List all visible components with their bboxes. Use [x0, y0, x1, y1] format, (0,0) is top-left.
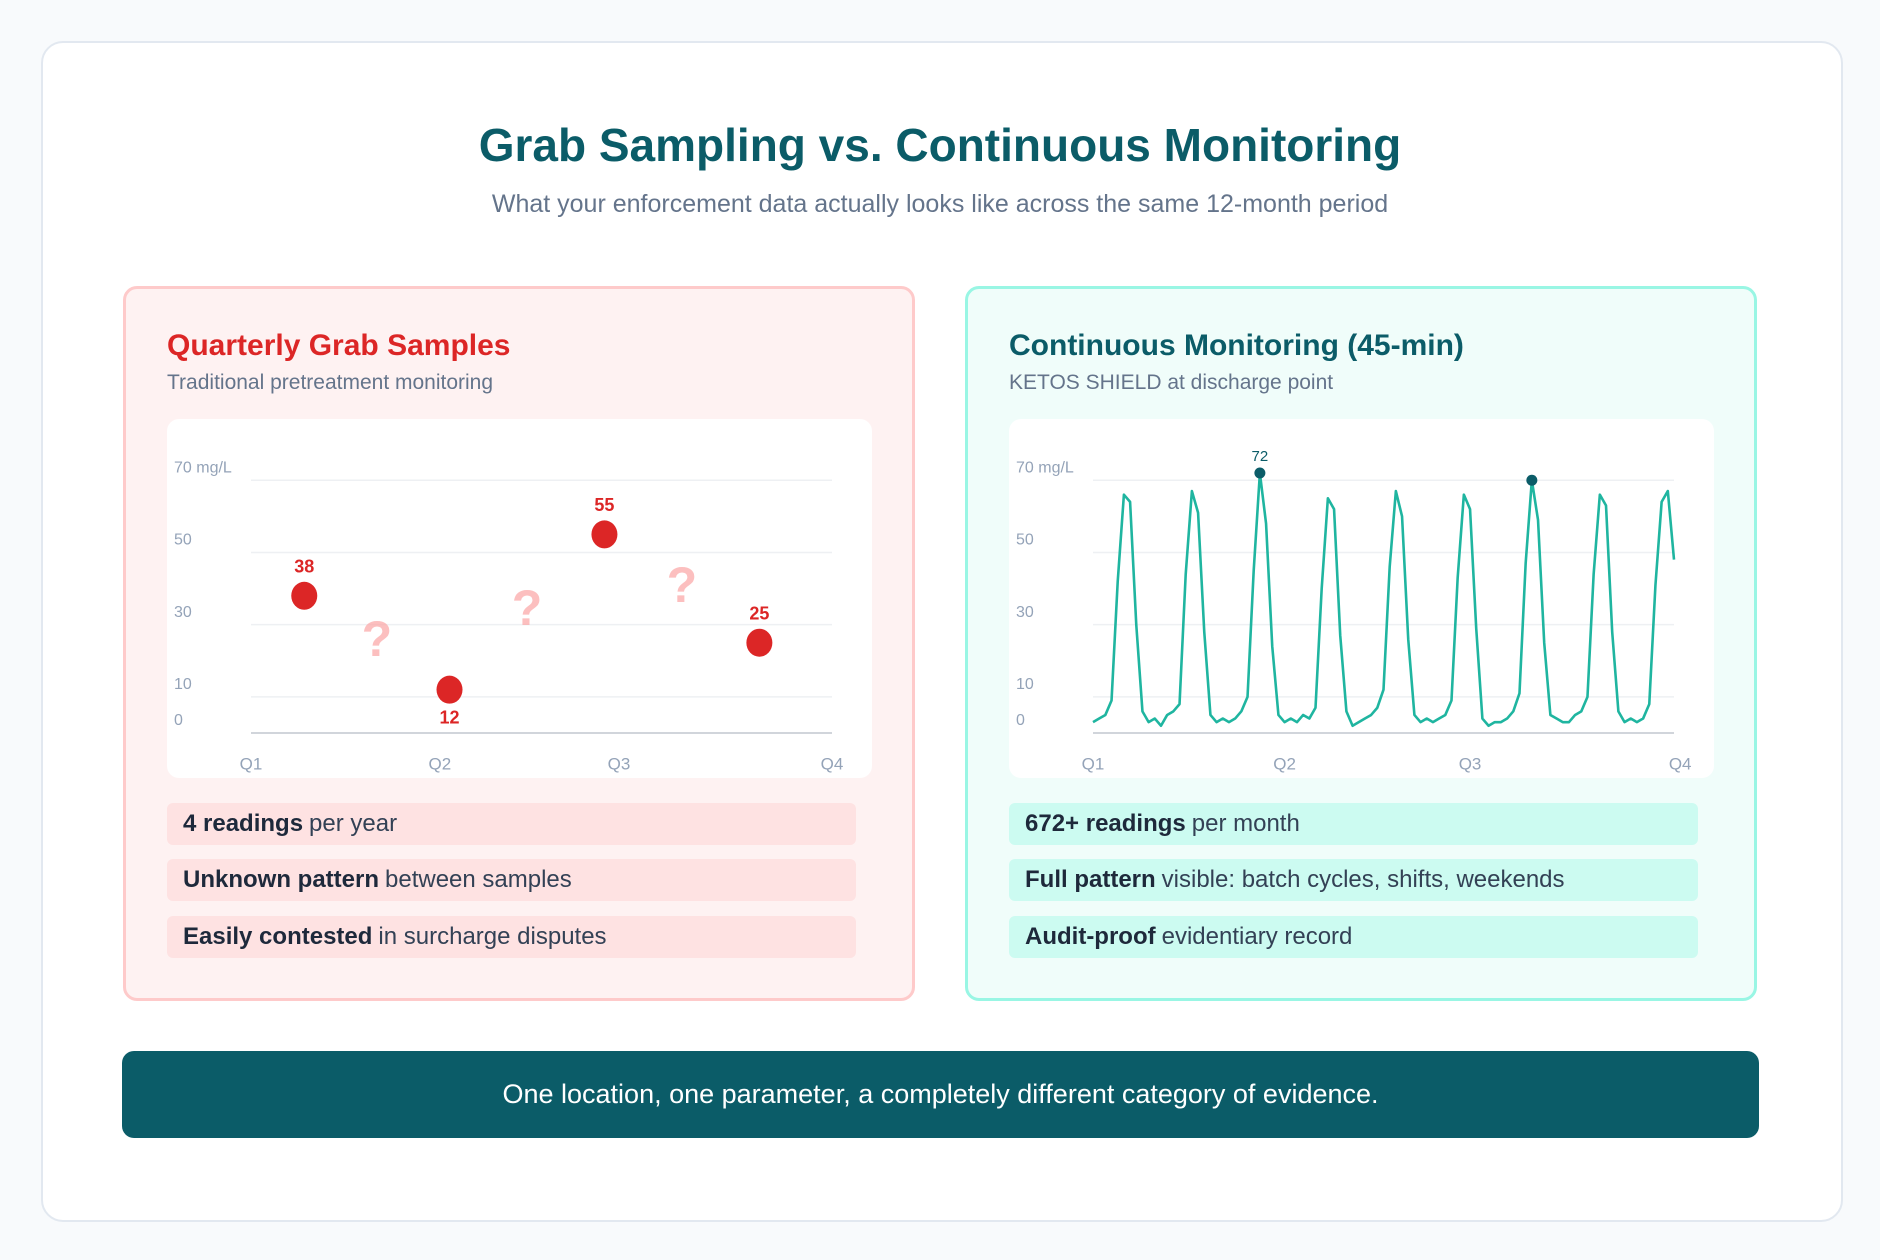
- page-title: Grab Sampling vs. Continuous Monitoring: [478, 119, 1402, 171]
- panel: Quarterly Grab Samples Traditional pretr…: [123, 286, 915, 1001]
- gap-marker: ?: [362, 611, 393, 667]
- y-tick-label: 30: [174, 604, 192, 621]
- stat: 4 readings per year: [167, 803, 856, 845]
- x-tick-label: Q2: [1273, 754, 1296, 773]
- stat-text: evidentiary record: [1161, 923, 1353, 950]
- x-tick-label: Q3: [608, 754, 631, 773]
- value-label: 38: [294, 557, 314, 577]
- data-point: [436, 675, 463, 704]
- chart: 0 10 30 50 70 mg/L Q1 Q2 Q3 Q4 72: [1009, 419, 1714, 778]
- gap-marker: ?: [667, 557, 698, 613]
- y-tick-label: 50: [1016, 532, 1034, 549]
- x-tick-label: Q2: [428, 754, 451, 773]
- y-tick-label: 30: [1016, 604, 1034, 621]
- x-tick-label: Q4: [821, 754, 844, 773]
- stat-bold: Audit-proof: [1025, 923, 1156, 950]
- chart: 0 10 30 50 70 mg/L Q1 Q2 Q3 Q4?? ? 38 12 55 25: [167, 419, 872, 778]
- stat: Full pattern visible: batch cycles, shift…: [1009, 859, 1698, 901]
- data-point: [591, 520, 618, 549]
- x-tick-label: Q4: [1669, 754, 1692, 773]
- value-label: 55: [594, 495, 614, 515]
- value-label: 25: [749, 603, 769, 623]
- stat-text: visible: batch cycles, shifts, weekends: [1161, 866, 1565, 893]
- page-subtitle: What your enforcement data actually look…: [491, 190, 1389, 218]
- x-tick-label: Q1: [1082, 754, 1105, 773]
- stat-text: per year: [309, 810, 398, 837]
- peak-label: 72: [1252, 448, 1269, 465]
- stat-text: in surcharge disputes: [378, 923, 607, 950]
- footer-banner: One location, one parameter, a completel…: [122, 1051, 1759, 1138]
- y-tick-label: 70 mg/L: [174, 459, 232, 476]
- y-tick-label: 70 mg/L: [1016, 459, 1074, 476]
- stat-bold: 672+ readings: [1025, 810, 1186, 837]
- stat-text: between samples: [385, 866, 572, 893]
- stat-bold: Unknown pattern: [183, 866, 379, 893]
- data-point: [291, 581, 318, 610]
- y-tick-label: 0: [174, 712, 183, 729]
- peak-marker: [1526, 474, 1538, 486]
- stat: 672+ readings per month: [1009, 803, 1698, 845]
- x-tick-label: Q1: [240, 754, 263, 773]
- stat: Unknown pattern between samples: [167, 859, 856, 901]
- stat-text: per month: [1191, 810, 1300, 837]
- data-line: [1092, 471, 1676, 728]
- y-tick-label: 10: [1016, 676, 1034, 693]
- stat-bold: 4 readings: [183, 810, 304, 837]
- y-tick-label: 10: [174, 676, 192, 693]
- peak-marker: [1254, 467, 1266, 479]
- panel-title: Continuous Monitoring (45-min): [1009, 329, 1464, 362]
- data-point: [746, 628, 773, 657]
- x-tick-label: Q3: [1459, 754, 1482, 773]
- y-tick-label: 0: [1016, 712, 1025, 729]
- stat: Audit-proof evidentiary record: [1009, 916, 1698, 958]
- value-label: 12: [439, 707, 459, 727]
- gap-marker: ?: [512, 580, 543, 636]
- stat-bold: Full pattern: [1025, 866, 1156, 893]
- panel: Continuous Monitoring (45-min) KETOS SHI…: [965, 286, 1757, 1001]
- stat-bold: Easily contested: [183, 923, 373, 950]
- stat: Easily contested in surcharge disputes: [167, 916, 856, 958]
- y-tick-label: 50: [174, 532, 192, 549]
- panel-title: Quarterly Grab Samples: [167, 329, 511, 362]
- panel-subtitle: KETOS SHIELD at discharge point: [1009, 371, 1334, 394]
- panel-subtitle: Traditional pretreatment monitoring: [167, 371, 494, 394]
